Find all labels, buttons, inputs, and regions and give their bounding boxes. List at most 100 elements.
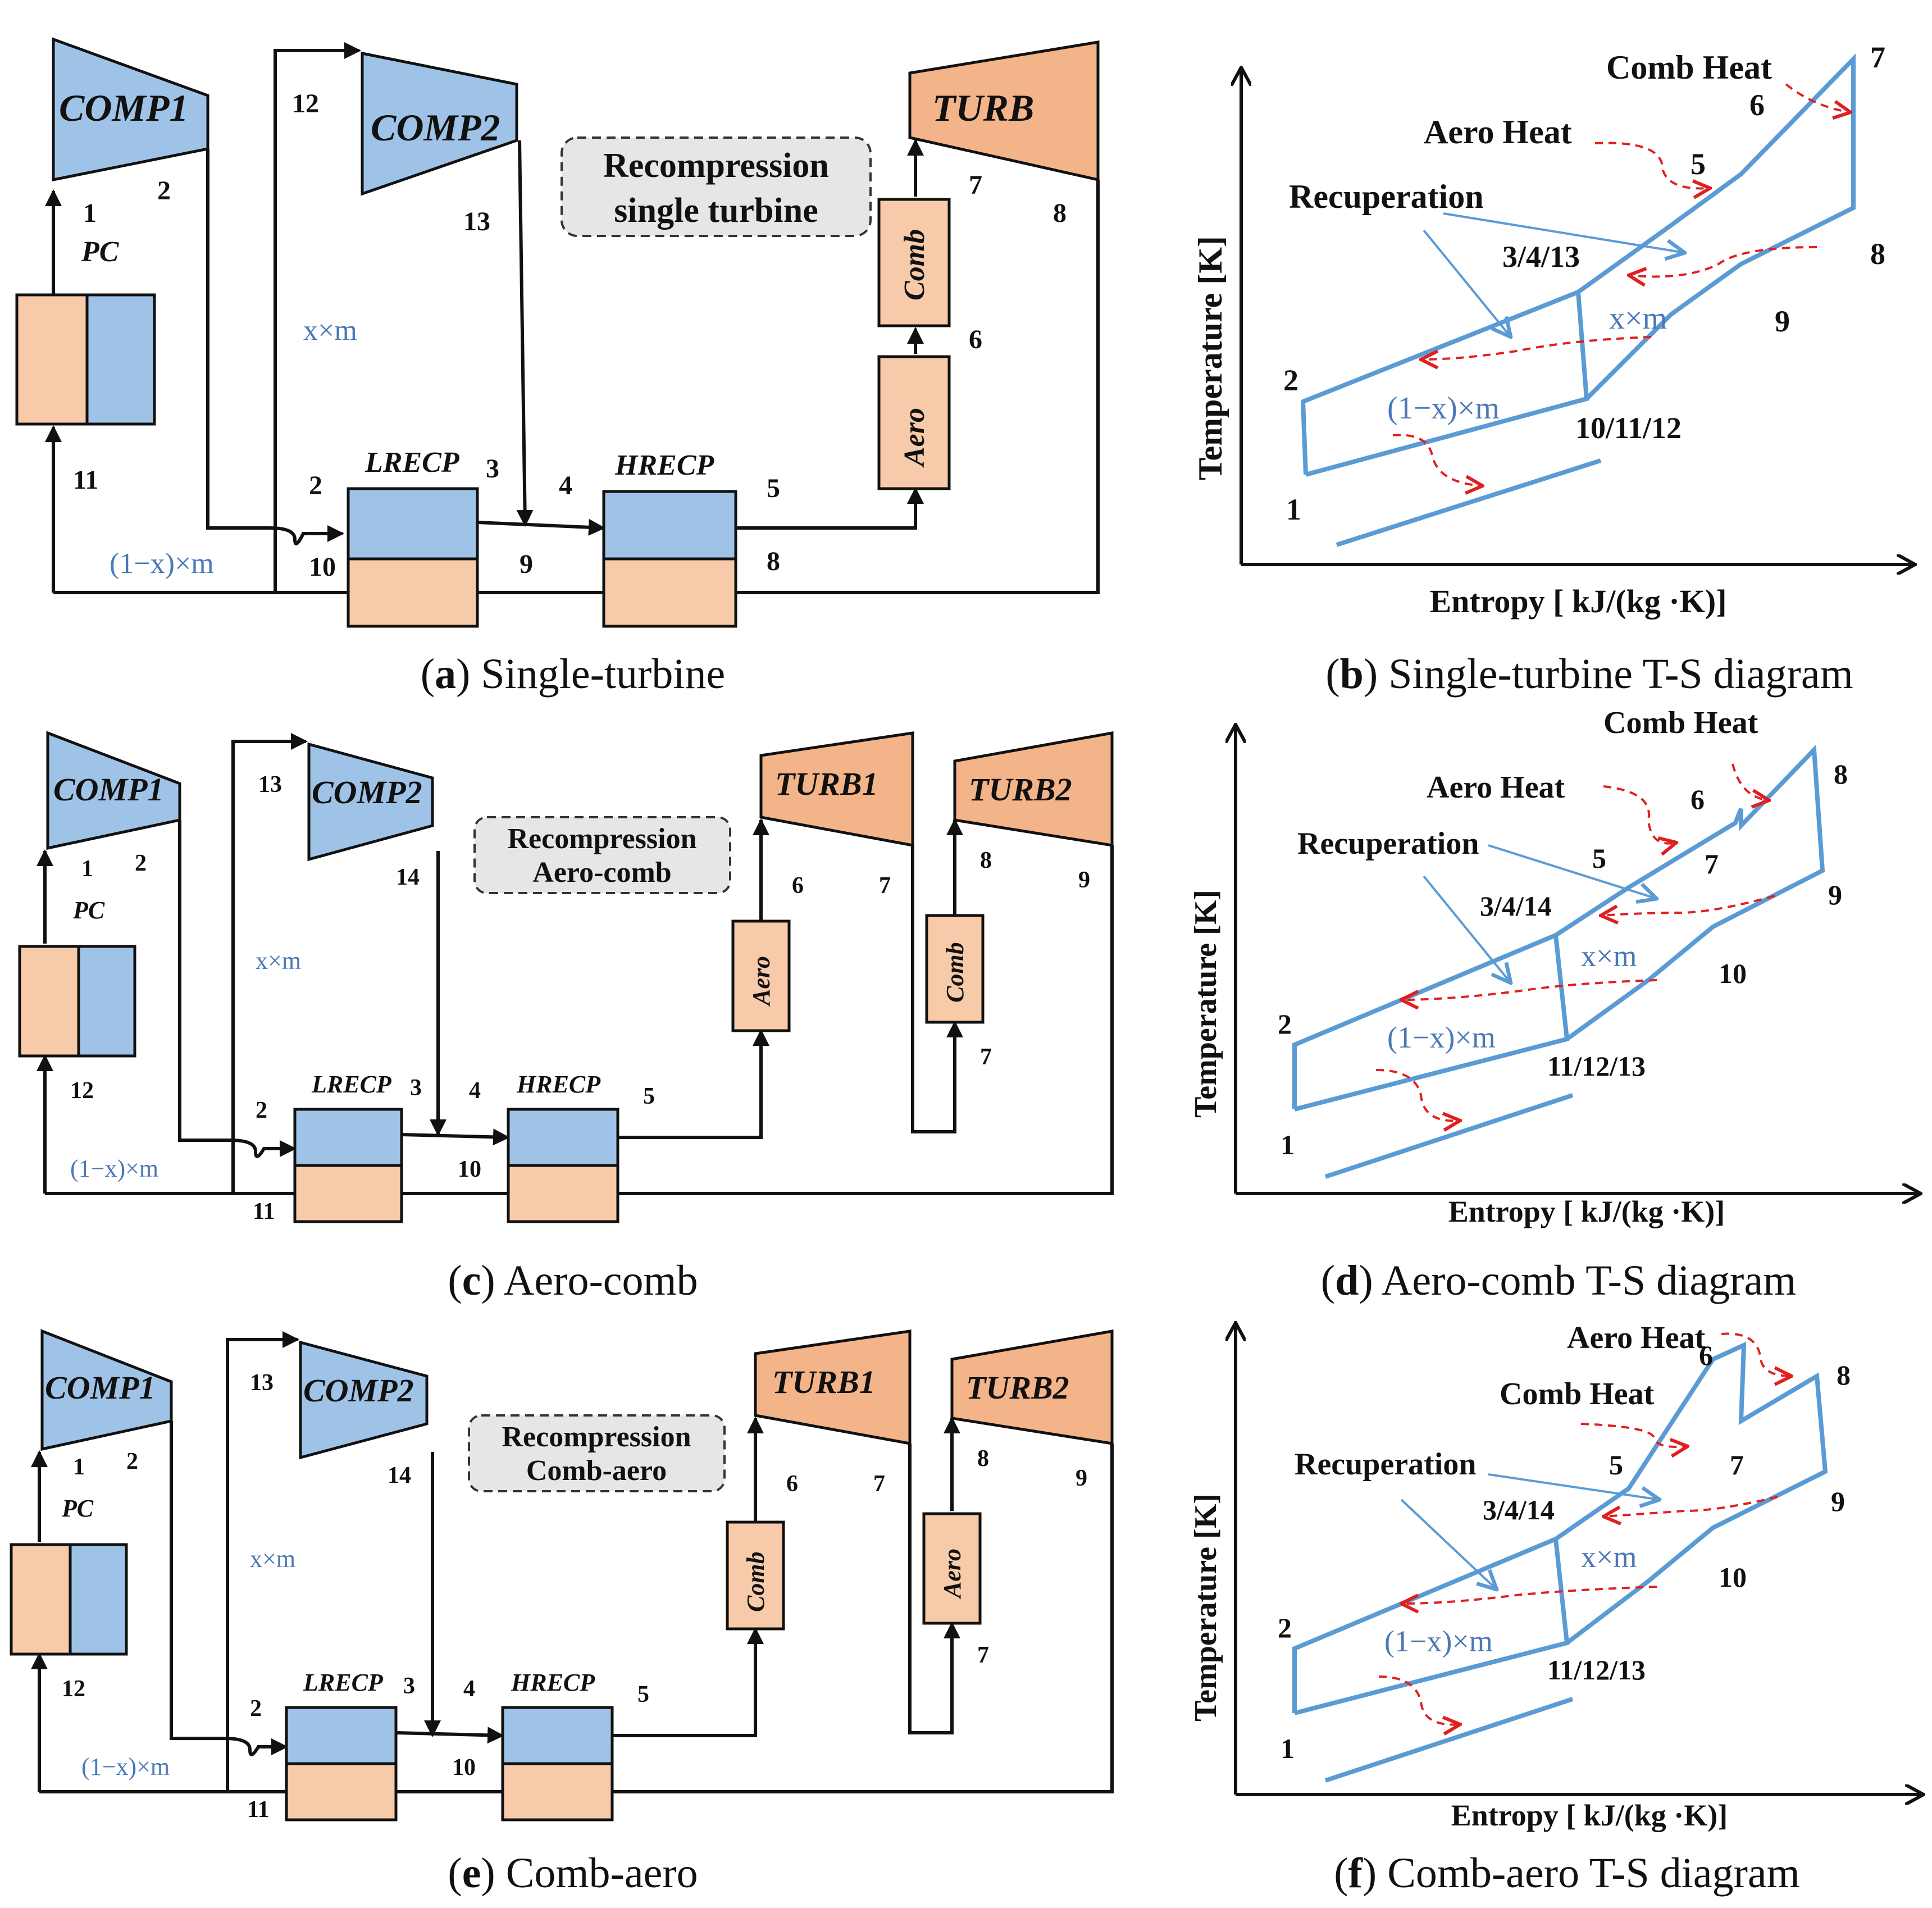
pipe-hrecp-to-aero (618, 1029, 769, 1139)
comp2-label: COMP2 (371, 106, 500, 149)
turb-label: TURB (932, 86, 1034, 129)
flow-x-label: x×m (303, 315, 357, 347)
cycle-low-side (1292, 933, 1557, 1109)
cycle-path (1294, 1341, 1828, 1715)
heater1-label: Aero (748, 956, 775, 1007)
comb-heat-arrow (1785, 83, 1851, 112)
recuperation-label: Recuperation (1289, 178, 1484, 215)
config-label-box (561, 136, 872, 237)
box-line1: Recompression (502, 1421, 691, 1453)
recup-pointer-1 (1488, 1473, 1660, 1500)
comp2-compressor (307, 742, 434, 862)
state-10: 10 (458, 1156, 481, 1182)
comp1-label: COMP1 (53, 771, 164, 808)
point-3-4-14: 3/4/14 (1480, 890, 1552, 922)
cycle-low-side (1292, 1537, 1557, 1713)
pipe-comp2-to-mix (516, 140, 534, 527)
pipe-split-to-comp2 (226, 1331, 299, 1792)
state-5: 5 (643, 1083, 655, 1109)
caption-c: (c) Aero-comb (448, 1257, 698, 1304)
caption-a: (a) Single-turbine (421, 650, 725, 698)
state-7: 7 (969, 170, 982, 200)
hrecp-cold (602, 490, 737, 561)
aero-heater (731, 919, 791, 1032)
point-8: 8 (1834, 758, 1848, 790)
state-12: 12 (70, 1078, 94, 1104)
recup-pointer-2 (1400, 1499, 1497, 1590)
state-11: 11 (253, 1199, 275, 1224)
flow-1x-label: (1−x)×m (1387, 1021, 1496, 1054)
pipe-lrecp-to-hrecp (401, 1128, 510, 1146)
point-5: 5 (1609, 1449, 1623, 1481)
lrecp-hot (285, 1762, 398, 1822)
box-line1: Recompression (507, 823, 696, 855)
state-7b: 7 (980, 1044, 992, 1070)
saturation-line (1324, 1697, 1574, 1783)
flow-x-label: x×m (1609, 301, 1667, 336)
point-2: 2 (1283, 363, 1298, 397)
turb2-label: TURB2 (969, 771, 1072, 808)
state-1: 1 (83, 198, 97, 228)
panel-f-ts-diagram: Aero Heat Comb Heat Recuperation x×m (1−… (1188, 1320, 1924, 1897)
caption-d: (d) Aero-comb T-S diagram (1321, 1257, 1796, 1304)
x-axis-label: Entropy [ kJ/(kg ·K)] (1448, 1195, 1725, 1228)
aero-heater (877, 355, 951, 490)
comp2-label: COMP2 (303, 1372, 414, 1409)
turb1-label: TURB1 (772, 1364, 876, 1400)
flow-x-label: x×m (1581, 939, 1637, 973)
panel-d-ts-diagram: Comb Heat Aero Heat Recuperation x×m (1−… (1188, 705, 1921, 1304)
state-8: 8 (980, 848, 992, 873)
turbine-2 (950, 1329, 1114, 1445)
y-axis-label: Temperature [K] (1192, 236, 1229, 480)
state-2b: 2 (256, 1098, 267, 1123)
state-11: 11 (247, 1797, 270, 1823)
state-5: 5 (637, 1682, 649, 1707)
recup-mid-arrow (1401, 979, 1657, 1000)
hrecp-label: HRECP (511, 1669, 595, 1696)
comb-heat-label: Comb Heat (1603, 705, 1758, 740)
comp2-label: COMP2 (312, 774, 422, 810)
saturation-line (1324, 1093, 1574, 1179)
state-2: 2 (157, 176, 171, 206)
caption-b: (b) Single-turbine T-S diagram (1325, 650, 1853, 698)
pipe-turb2-exhaust (402, 845, 1114, 1195)
point-7: 7 (1870, 40, 1885, 74)
panel-e-comb-aero: COMP1 COMP2 TURB1 TURB2 PC LRECP HRECP C… (10, 1329, 1114, 1897)
recuperation-label: Recuperation (1295, 1447, 1477, 1482)
recup-pointer-2 (1423, 229, 1511, 337)
aero-heater (922, 1512, 982, 1625)
state-6: 6 (969, 325, 982, 354)
state-14: 14 (388, 1463, 411, 1488)
y-axis-label: Temperature [K] (1188, 1493, 1223, 1722)
lrecp-cold (285, 1706, 398, 1765)
state-1: 1 (81, 856, 93, 882)
state-12: 12 (292, 89, 319, 119)
recup-hot-arrow (1603, 1496, 1778, 1517)
recup-mid-arrow (1401, 1586, 1657, 1604)
panel-b-ts-diagram: Comb Heat Aero Heat Recuperation x×m (1−… (1192, 40, 1915, 698)
turb2-label: TURB2 (966, 1369, 1069, 1406)
comp2-compressor (361, 51, 518, 196)
comb-heat-label: Comb Heat (1606, 49, 1772, 86)
pipe-hrecp-to-aero (736, 487, 924, 530)
state-9: 9 (1078, 867, 1090, 893)
state-8: 8 (1053, 198, 1067, 228)
pc-label: PC (72, 896, 105, 924)
heater2-label: Comb (941, 942, 969, 1003)
point-11-12-13: 11/12/13 (1547, 1050, 1646, 1082)
turbine-1 (759, 731, 914, 848)
pipe-turb1-to-aero (908, 1443, 960, 1734)
box-line2: Aero-comb (532, 857, 671, 889)
box-line1: Recompression (603, 147, 829, 185)
lrecp-cold (347, 487, 479, 561)
state-2: 2 (126, 1449, 138, 1474)
comb-heater (726, 1520, 785, 1631)
heater1-label: Comb (742, 1551, 769, 1612)
hrecp-cold (501, 1706, 614, 1765)
state-9: 9 (520, 549, 533, 579)
comp2-compressor (299, 1340, 429, 1460)
turbine-2 (953, 731, 1114, 847)
recup-hot-arrow (1601, 895, 1775, 916)
state-3: 3 (486, 454, 499, 484)
cooling-arrow (1378, 1675, 1460, 1725)
